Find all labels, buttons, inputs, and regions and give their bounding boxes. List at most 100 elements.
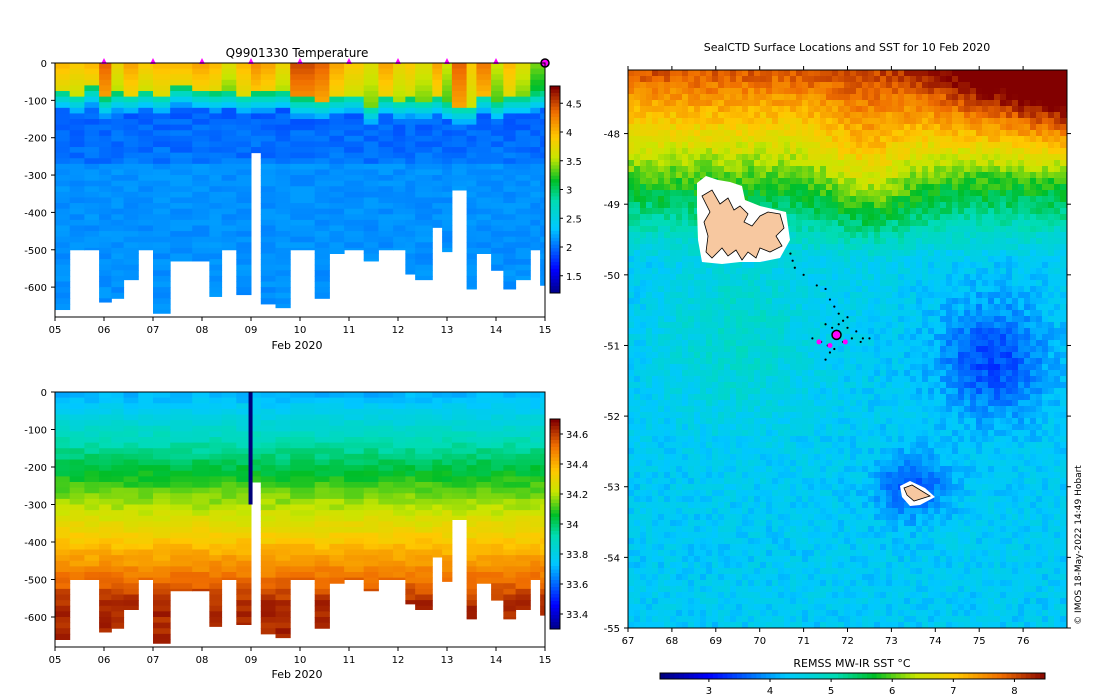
sst-cell xyxy=(730,358,737,365)
sst-cell xyxy=(754,370,761,377)
sst-cell xyxy=(718,352,725,359)
temperature-cell xyxy=(344,141,365,148)
temperature-cell xyxy=(111,287,125,294)
temperature-cell xyxy=(466,102,477,109)
salinity-cell xyxy=(123,431,139,438)
salinity-cell xyxy=(344,482,365,489)
sst-cell xyxy=(694,490,701,497)
salinity-cell xyxy=(530,555,541,562)
salinity-cell xyxy=(55,453,71,460)
sst-cell xyxy=(766,172,773,179)
salinity-cell xyxy=(329,572,345,579)
salinity-cell xyxy=(314,442,330,449)
temperature-cell xyxy=(442,214,453,221)
temperature-cell xyxy=(236,96,252,103)
sst-cell xyxy=(688,232,695,239)
salinity-cell xyxy=(221,442,237,449)
sst-cell xyxy=(646,520,653,527)
sst-cell xyxy=(748,292,755,299)
temperature-cell xyxy=(476,208,492,215)
sst-cell xyxy=(676,454,683,461)
temperature-cell xyxy=(138,197,154,204)
sst-cell xyxy=(688,274,695,281)
sst-cell xyxy=(700,148,707,155)
temperature-cell xyxy=(209,152,223,159)
temperature-cell xyxy=(69,91,85,98)
sst-cell xyxy=(634,154,641,161)
temperature-cell xyxy=(393,124,406,131)
salinity-cell xyxy=(138,543,154,550)
temperature-cell xyxy=(363,85,379,92)
sst-cell xyxy=(628,406,635,413)
temperature-cell xyxy=(393,219,406,226)
sst-cell xyxy=(646,238,653,245)
temperature-cell xyxy=(153,130,171,137)
temperature-cell xyxy=(209,292,223,297)
salinity-cell xyxy=(466,459,477,466)
sst-cell xyxy=(730,454,737,461)
sst-cell xyxy=(706,556,713,563)
temperature-cell xyxy=(540,119,545,126)
temperature-cell xyxy=(153,119,171,126)
temperature-cell xyxy=(84,119,100,126)
sst-cell xyxy=(754,292,761,299)
sst-cell xyxy=(712,460,719,467)
temperature-cell xyxy=(99,175,112,182)
salinity-cell xyxy=(314,555,330,562)
salinity-cell xyxy=(442,437,453,444)
sst-cell xyxy=(658,478,665,485)
salinity-cell xyxy=(170,442,193,449)
sst-cell xyxy=(676,508,683,515)
temperature-cell xyxy=(170,147,193,154)
temperature-cell xyxy=(363,107,379,114)
temperature-cell xyxy=(99,180,112,187)
temperature-cell xyxy=(344,63,365,70)
temperature-cell xyxy=(236,253,252,260)
sst-cell xyxy=(766,262,773,269)
sst-cell xyxy=(676,106,683,113)
sst-cell xyxy=(658,358,665,365)
temperature-cell xyxy=(466,270,477,277)
sst-cell xyxy=(646,352,653,359)
sst-cell xyxy=(640,478,647,485)
sst-cell xyxy=(688,484,695,491)
colorbar-segment xyxy=(550,217,560,222)
sst-cell xyxy=(712,382,719,389)
salinity-cell xyxy=(192,397,210,404)
temperature-cell xyxy=(55,102,71,109)
salinity-cell xyxy=(415,425,433,432)
temperature-cell xyxy=(344,96,365,103)
salinity-cell xyxy=(432,470,443,477)
sst-cell xyxy=(658,208,665,215)
sst-cell xyxy=(652,574,659,581)
salinity-cell xyxy=(55,431,71,438)
temperature-cell xyxy=(170,107,193,114)
temperature-cell xyxy=(170,259,193,262)
sst-cell xyxy=(658,220,665,227)
sst-cell xyxy=(646,142,653,149)
salinity-cell xyxy=(99,431,112,438)
temperature-cell xyxy=(55,264,71,271)
colorbar-segment xyxy=(550,597,560,602)
sst-cell xyxy=(682,232,689,239)
sst-cell xyxy=(718,346,725,353)
sst-cell xyxy=(748,388,755,395)
sst-cell xyxy=(682,610,689,617)
sst-cell xyxy=(760,574,767,581)
sst-cell xyxy=(706,346,713,353)
salinity-cell xyxy=(69,392,85,399)
sst-cell xyxy=(724,442,731,449)
sst-cell xyxy=(658,568,665,575)
salinity-cell xyxy=(290,459,316,466)
sst-cell xyxy=(664,76,671,83)
sst-cell xyxy=(712,346,719,353)
sst-cell xyxy=(736,532,743,539)
sst-cell xyxy=(706,526,713,533)
temperature-cell xyxy=(84,130,100,137)
sst-cell xyxy=(682,400,689,407)
salinity-cell xyxy=(432,493,443,500)
temperature-cell xyxy=(363,91,379,98)
salinity-cell xyxy=(209,572,223,579)
temperature-cell xyxy=(170,203,193,210)
sst-cell xyxy=(730,274,737,281)
